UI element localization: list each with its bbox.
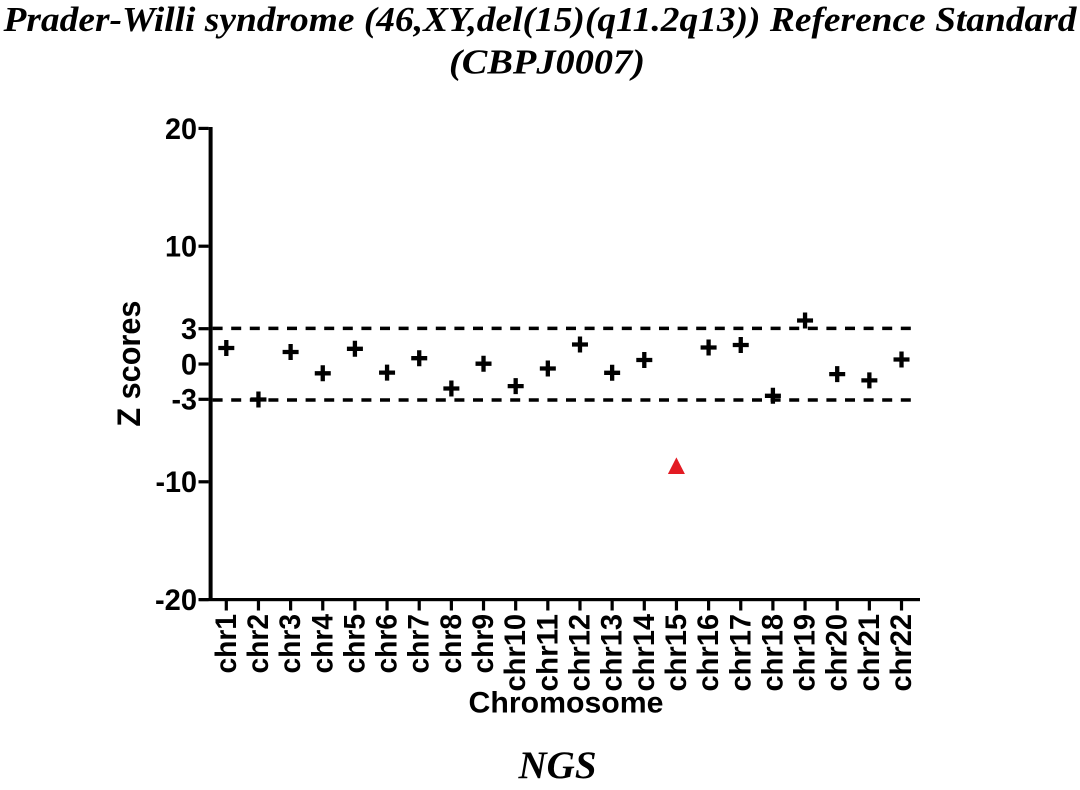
svg-text:chr21: chr21 (853, 614, 886, 692)
svg-text:chr2: chr2 (242, 614, 275, 674)
svg-text:(CBPJ0007): (CBPJ0007) (449, 43, 645, 82)
svg-text:chr11: chr11 (531, 614, 564, 692)
svg-text:Prader-Willi syndrome (46,XY,d: Prader-Willi syndrome (46,XY,del(15)(q11… (2, 0, 1077, 39)
svg-text:-20: -20 (155, 584, 197, 617)
svg-text:-10: -10 (156, 466, 198, 499)
svg-text:chr9: chr9 (467, 614, 500, 674)
svg-text:chr20: chr20 (821, 614, 854, 692)
svg-text:chr22: chr22 (885, 614, 918, 692)
svg-text:chr4: chr4 (306, 614, 339, 674)
svg-text:chr18: chr18 (756, 614, 789, 692)
svg-text:chr6: chr6 (371, 614, 404, 674)
svg-text:chr12: chr12 (563, 614, 596, 692)
svg-text:chr7: chr7 (403, 614, 436, 674)
svg-text:NGS: NGS (517, 744, 596, 787)
svg-text:chr10: chr10 (499, 614, 532, 692)
svg-text:chr14: chr14 (628, 614, 661, 692)
svg-text:chr17: chr17 (724, 614, 757, 692)
svg-text:chr13: chr13 (596, 614, 629, 692)
svg-text:10: 10 (165, 231, 197, 264)
svg-text:chr19: chr19 (789, 614, 822, 692)
svg-text:chr15: chr15 (660, 614, 693, 692)
svg-text:chr1: chr1 (210, 614, 243, 674)
svg-text:Z scores: Z scores (111, 301, 147, 427)
svg-text:chr16: chr16 (692, 614, 725, 692)
svg-text:Chromosome: Chromosome (469, 687, 664, 720)
svg-text:0: 0 (181, 348, 197, 381)
svg-text:chr3: chr3 (274, 614, 307, 674)
svg-text:3: 3 (181, 313, 197, 346)
svg-text:chr8: chr8 (435, 614, 468, 674)
svg-text:20: 20 (165, 113, 197, 146)
svg-text:chr5: chr5 (338, 614, 371, 674)
svg-text:-3: -3 (172, 384, 198, 417)
